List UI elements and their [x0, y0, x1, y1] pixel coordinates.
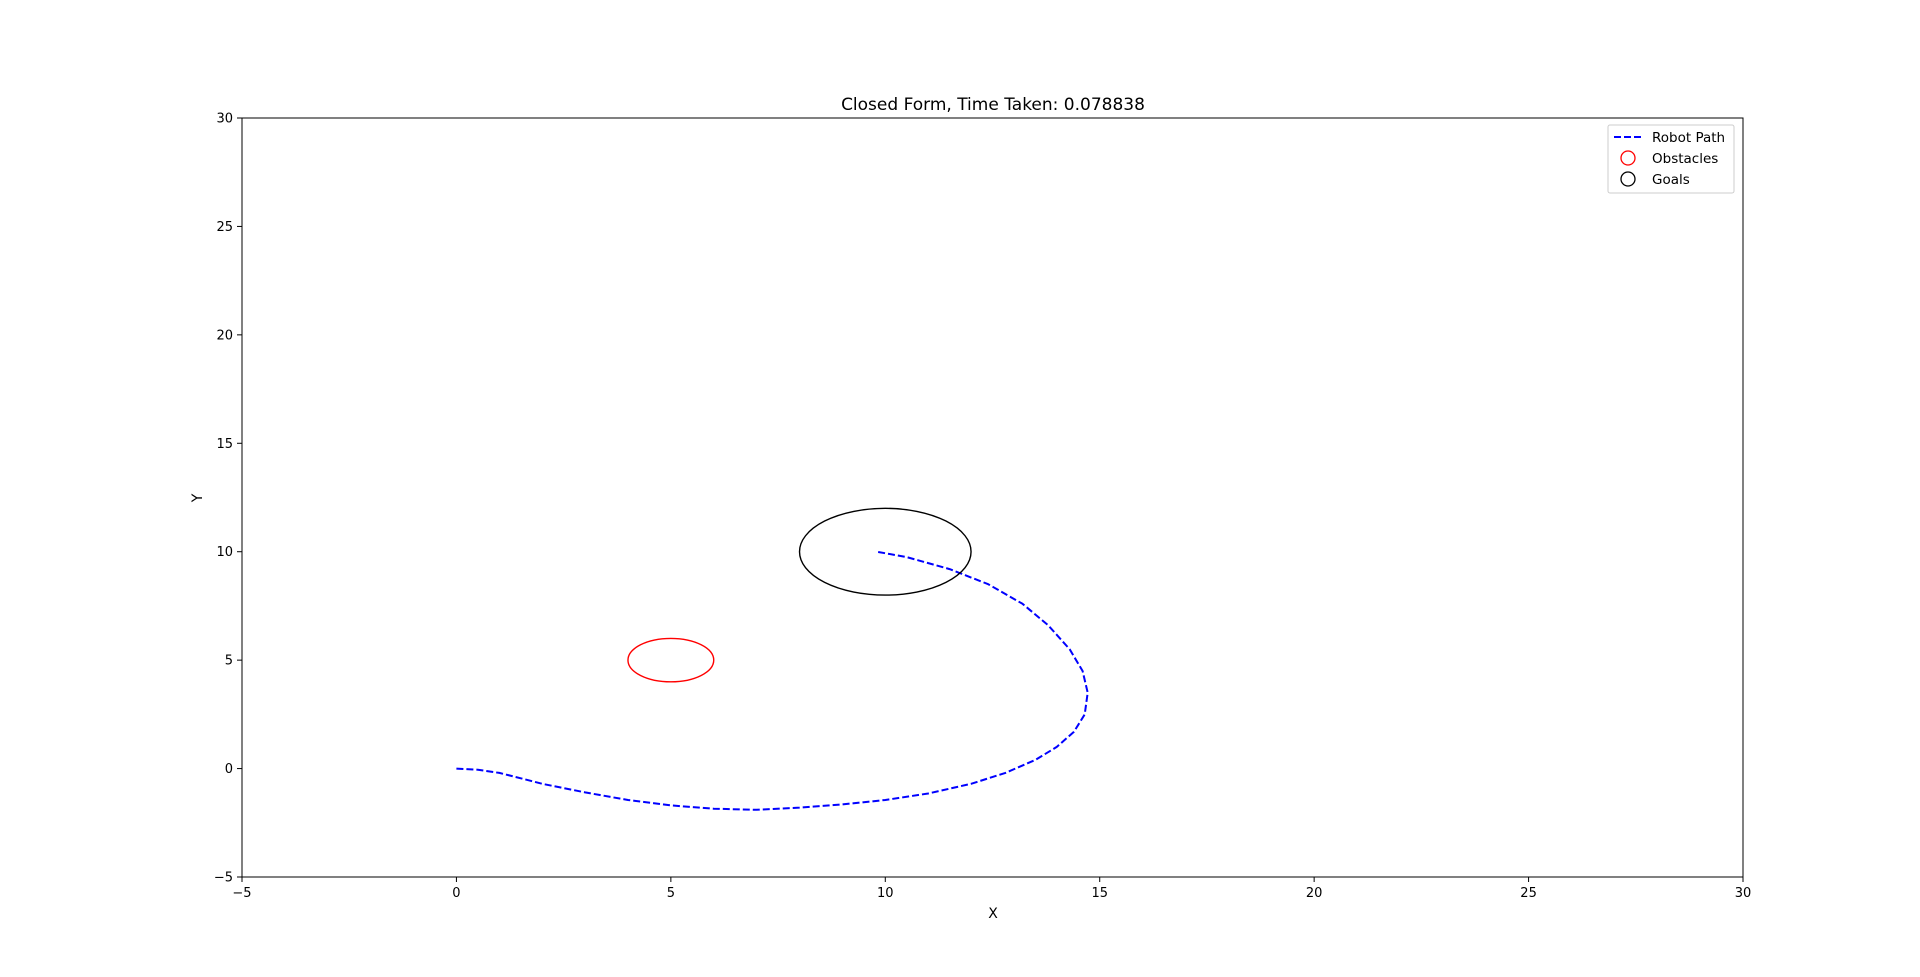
legend-box	[1607, 124, 1735, 194]
x-tick-label: 0	[452, 886, 460, 901]
y-tick-label: 5	[225, 654, 233, 669]
goal-circle	[798, 507, 972, 596]
chart-title: Closed Form, Time Taken: 0.078838	[841, 95, 1145, 115]
y-tick-label: 30	[216, 112, 233, 127]
legend-goals-label: Goals	[1652, 172, 1690, 188]
axes-frame	[241, 117, 1744, 878]
y-tick-label: 20	[216, 328, 233, 343]
y-tick-label: −5	[214, 871, 233, 886]
y-axis-label: Y	[190, 493, 206, 503]
legend-goals-swatch	[1620, 171, 1636, 187]
x-axis: −5 0 5 10 15 20 25 30	[232, 877, 1751, 901]
robot-path-line	[456, 550, 1089, 811]
y-tick-label: 0	[225, 762, 233, 777]
obstacle-circle	[627, 637, 715, 683]
legend-obstacles-swatch	[1620, 150, 1636, 166]
y-tick-label: 25	[216, 220, 233, 235]
x-tick-label: 25	[1520, 886, 1537, 901]
x-tick-label: 5	[667, 886, 675, 901]
legend-robot-path-label: Robot Path	[1652, 130, 1725, 146]
x-axis-label: X	[988, 906, 998, 922]
y-axis: −5 0 5 10 15 20 25 30	[214, 112, 242, 886]
x-tick-label: 15	[1091, 886, 1108, 901]
x-tick-label: 30	[1735, 886, 1752, 901]
x-tick-label: 20	[1306, 886, 1323, 901]
x-tick-label: 10	[877, 886, 894, 901]
legend-obstacles-label: Obstacles	[1652, 151, 1718, 167]
y-tick-label: 15	[216, 437, 233, 452]
x-tick-label: −5	[232, 886, 251, 901]
data-layer	[456, 507, 1089, 811]
y-tick-label: 10	[216, 545, 233, 560]
legend: Robot Path Obstacles Goals	[1607, 124, 1735, 194]
plot-area	[456, 507, 1089, 811]
